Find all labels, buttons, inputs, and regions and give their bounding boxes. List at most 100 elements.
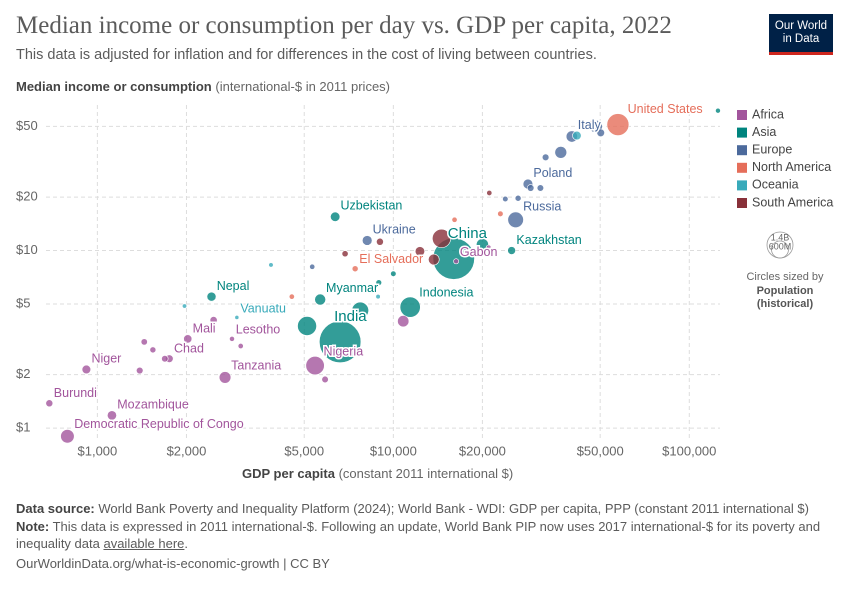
data-point — [305, 356, 325, 376]
note-label: Note: — [16, 519, 50, 534]
note-end: . — [184, 536, 189, 551]
x-tick-label: $100,000 — [662, 443, 716, 458]
logo[interactable]: Our World in Data — [769, 14, 833, 55]
data-point — [497, 210, 504, 217]
data-point — [321, 375, 329, 384]
y-axis-label: Median income or consumption (internatio… — [16, 79, 390, 94]
data-point — [414, 246, 425, 257]
point-label: Mali — [193, 321, 216, 335]
point-label: Niger — [91, 352, 121, 366]
point-label: Ukraine — [373, 222, 416, 236]
data-point — [297, 316, 317, 336]
data-point — [397, 315, 410, 328]
note-link[interactable]: available here — [103, 536, 185, 551]
points — [45, 107, 721, 444]
size-legend-label: 1.4B — [771, 232, 790, 242]
point-label: Poland — [533, 166, 572, 180]
data-point — [309, 263, 316, 270]
data-point — [206, 291, 217, 302]
y-tick-label: $1 — [16, 420, 30, 435]
point-label: Kazakhstan — [516, 233, 581, 247]
point-label: Indonesia — [419, 285, 473, 299]
chart: Median income or consumption (internatio… — [16, 79, 833, 481]
data-point — [288, 293, 295, 300]
data-point — [229, 336, 235, 342]
legend-swatch — [737, 110, 747, 120]
size-legend-caption: Circles sized by — [746, 271, 824, 283]
legend-label: Asia — [752, 125, 776, 139]
legend-swatch — [737, 198, 747, 208]
x-tick-label: $20,000 — [459, 443, 506, 458]
size-legend-variable: Population — [757, 285, 814, 297]
legend-label: North America — [752, 160, 831, 174]
x-tick-label: $5,000 — [284, 443, 324, 458]
x-tick-label: $1,000 — [78, 443, 118, 458]
point-label: Chad — [174, 341, 204, 355]
point-label: Nepal — [217, 279, 250, 293]
url[interactable]: OurWorldinData.org/what-is-economic-grow… — [16, 556, 330, 571]
x-tick-label: $10,000 — [370, 443, 417, 458]
data-point — [258, 324, 266, 331]
footer: Data source: World Bank Poverty and Ineq… — [16, 500, 826, 573]
data-point — [502, 195, 509, 203]
legend-swatch — [737, 145, 747, 156]
x-tick-label: $2,000 — [167, 443, 207, 458]
legend-swatch — [737, 180, 747, 191]
data-point — [453, 258, 460, 265]
data-point — [536, 184, 545, 192]
legend-label: Oceania — [752, 178, 799, 192]
data-point — [136, 366, 144, 375]
y-tick-label: $50 — [16, 118, 38, 133]
data-point — [81, 364, 92, 375]
data-point — [376, 237, 384, 246]
data-point — [182, 303, 188, 309]
legend-swatch — [737, 162, 747, 173]
size-legend-circle — [771, 240, 789, 259]
size-legend-note: (historical) — [757, 298, 814, 310]
point-label: China — [448, 225, 488, 242]
data-point — [428, 253, 440, 266]
point-label: Burundi — [54, 386, 97, 400]
point-label: India — [334, 308, 367, 325]
data-point — [486, 189, 493, 196]
data-point — [330, 211, 341, 222]
y-tick-label: $2 — [16, 366, 30, 381]
data-point — [526, 184, 535, 192]
y-tick-label: $10 — [16, 242, 38, 257]
point-label: El Salvador — [359, 252, 423, 266]
data-point — [572, 130, 582, 141]
data-point — [106, 410, 117, 421]
grid: $1 $2 $5 $10 $20 $50 $1,000 $2,000 $5,000 $10,000… — [16, 105, 720, 458]
data-point — [485, 244, 492, 251]
data-point — [514, 194, 522, 202]
point-label: Uzbekistan — [341, 199, 403, 213]
legend: Africa Asia Europe North America Oceania Sout… — [737, 107, 833, 310]
point-label: Gabon — [460, 245, 498, 259]
data-point — [183, 334, 193, 344]
source: Data source: World Bank Poverty and Ineq… — [16, 500, 826, 517]
data-point — [140, 338, 148, 346]
source-text: World Bank Poverty and Inequality Platfo… — [98, 501, 809, 516]
data-point — [451, 216, 458, 223]
data-point — [351, 265, 359, 273]
data-point — [476, 238, 489, 251]
y-axis-unit: (international-$ in 2011 prices) — [215, 79, 390, 94]
point-label: Russia — [523, 200, 561, 214]
data-point — [715, 107, 721, 114]
x-axis-unit: (constant 2011 international $) — [339, 466, 514, 481]
y-tick-label: $20 — [16, 189, 38, 204]
data-point — [161, 355, 169, 363]
data-point — [209, 316, 218, 324]
title: Median income or consumption per day vs.… — [16, 12, 672, 39]
size-legend-label: 600M — [769, 241, 792, 251]
data-point — [637, 107, 644, 114]
data-point — [361, 235, 373, 246]
data-point — [375, 294, 381, 300]
data-point — [149, 346, 157, 354]
point-label: Mozambique — [117, 397, 189, 411]
x-tick-label: $50,000 — [577, 443, 624, 458]
data-point — [60, 429, 75, 444]
x-axis-label: GDP per capita (constant 2011 internatio… — [242, 466, 513, 481]
data-point — [375, 279, 383, 286]
